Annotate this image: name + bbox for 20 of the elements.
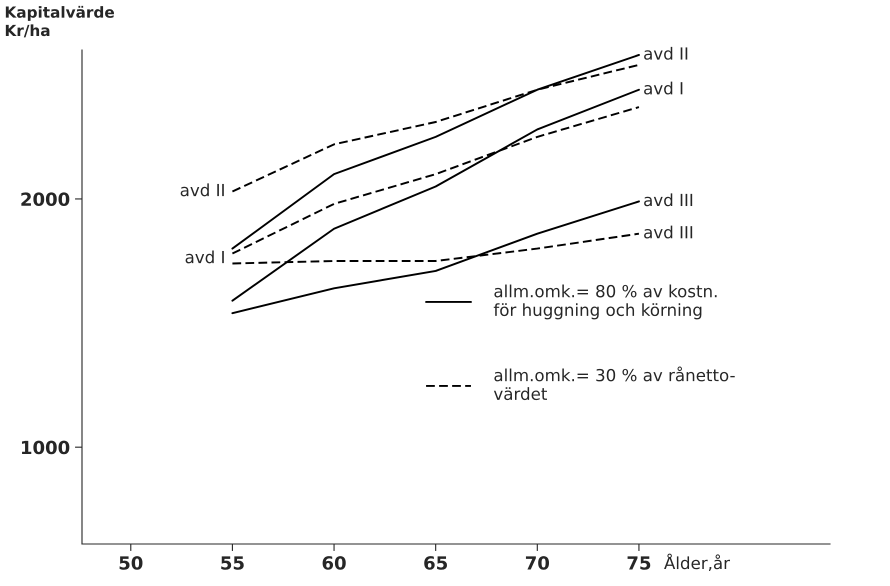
x-tick-label: 60 <box>322 556 346 570</box>
x-tick-label: 55 <box>221 556 244 570</box>
x-tick-label: 65 <box>424 556 447 570</box>
x-tick-label: 75 <box>628 556 650 570</box>
series-label: avd III <box>644 226 692 239</box>
y-tick-label: 2000 <box>21 192 70 206</box>
x-tick-label: 70 <box>526 556 550 570</box>
x-tick-label: 50 <box>120 556 142 570</box>
annotation: allm.omk.= 80 % av kostn. för huggning och körning <box>494 284 717 320</box>
y-axis-title: Kapitalvärde Kr/ha <box>6 6 114 38</box>
y-tick-label: 1000 <box>22 440 70 454</box>
series-label: avd II <box>644 46 688 60</box>
annotation: avd I <box>186 250 224 264</box>
line-series <box>231 88 640 302</box>
annotation: allm.omk.= 30 % av rånetto- värdet <box>494 366 735 400</box>
line-series <box>231 54 640 250</box>
series-label: avd I <box>644 82 682 95</box>
series-label: avd III <box>644 193 692 206</box>
annotation: avd II <box>180 183 224 196</box>
x-axis-title: Ålder,år <box>664 554 730 571</box>
